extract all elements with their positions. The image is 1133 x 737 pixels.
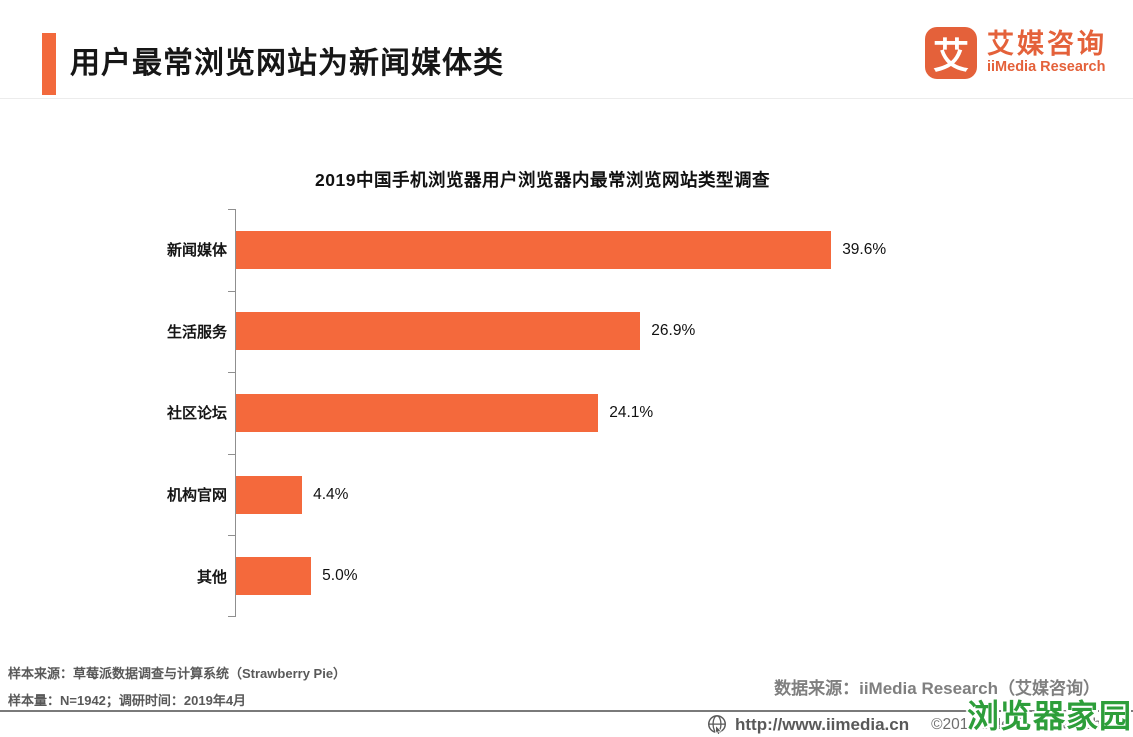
chart-row: 生活服务 26.9%: [167, 291, 1095, 373]
sample-info-note: 样本量：N=1942；调研时间：2019年4月: [8, 693, 247, 708]
footer: http://www.iimedia.cn ©2019 iiMedia Rese…: [706, 713, 1126, 737]
value-label: 39.6%: [842, 240, 887, 258]
axis-tick: [228, 372, 236, 374]
category-label: 生活服务: [166, 323, 227, 341]
iimedia-logo: 艾 艾媒咨询 iiMedia Research: [925, 27, 1107, 79]
bar: [236, 557, 312, 596]
axis-tick: [228, 453, 236, 455]
copyright-text: ©2019 iiMedia Research Inc: [931, 716, 1127, 733]
data-source-note: 数据来源：iiMedia Research（艾媒咨询）: [774, 679, 1100, 698]
logo-name-en: iiMedia Research: [987, 58, 1106, 75]
chart-title: 2019中国手机浏览器用户浏览器内最常浏览网站类型调查: [315, 170, 770, 190]
axis-tick: [228, 290, 236, 292]
chart-row: 机构官网 4.4%: [167, 454, 1095, 536]
page-title: 用户最常浏览网站为新闻媒体类: [70, 47, 504, 80]
chart-row: 新闻媒体 39.6%: [167, 209, 1095, 291]
value-label: 24.1%: [609, 403, 654, 421]
category-label: 新闻媒体: [166, 242, 227, 260]
value-label: 5.0%: [322, 567, 358, 585]
website-url-link[interactable]: http://www.iimedia.cn: [735, 715, 910, 734]
category-label: 社区论坛: [166, 405, 227, 423]
category-label: 其他: [196, 568, 227, 586]
iimedia-logo-icon: 艾: [925, 27, 977, 79]
globe-cursor-icon: [706, 714, 728, 736]
footer-divider: [0, 710, 1133, 712]
watermark-text: 浏览器家园: [966, 698, 1132, 734]
iimedia-logo-text: 艾媒咨询 iiMedia Research: [987, 29, 1107, 76]
value-label: 26.9%: [651, 322, 696, 340]
bar-plot: 新闻媒体 39.6% 生活服务 26.9% 社区论坛 24.1% 机构官网 4.4% 其他 5.0…: [167, 209, 1095, 617]
sample-source-note: 样本来源：草莓派数据调查与计算系统（Strawberry Pie）: [8, 666, 347, 681]
bar: [236, 230, 832, 269]
bar: [236, 312, 641, 351]
logo-name-cn: 艾媒咨询: [987, 29, 1107, 60]
axis-tick: [228, 616, 236, 617]
header-divider: [0, 98, 1133, 99]
value-label: 4.4%: [313, 485, 349, 503]
title-accent-bar: [42, 33, 56, 95]
chart-row: 社区论坛 24.1%: [167, 372, 1095, 454]
chart-row: 其他 5.0%: [197, 535, 1095, 617]
bar: [236, 393, 599, 432]
category-label: 机构官网: [166, 487, 227, 505]
axis-tick: [228, 209, 236, 210]
axis-tick: [228, 535, 236, 537]
bar: [236, 475, 303, 514]
